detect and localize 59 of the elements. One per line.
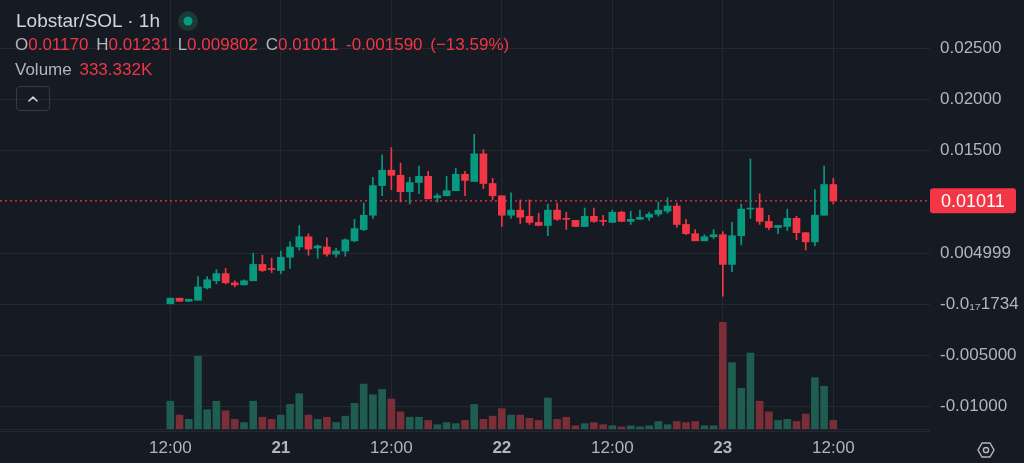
bar — [323, 416, 331, 429]
x-tick-label: 12:00 — [149, 437, 192, 457]
bar — [544, 397, 552, 429]
bar — [387, 398, 396, 429]
bar — [516, 414, 525, 429]
y-tick-label: 0.02000 — [940, 89, 1002, 109]
bar — [718, 322, 727, 429]
text: Lobstar/SOL · 1h — [16, 10, 160, 32]
x-tick-label: 21 — [271, 437, 291, 457]
x-tick-label: 23 — [713, 437, 733, 457]
bar — [230, 419, 239, 429]
bar — [765, 411, 773, 429]
y-tick-label: -0.005000 — [940, 345, 1017, 365]
bar — [654, 421, 663, 429]
bar — [488, 415, 497, 429]
bar — [313, 419, 322, 429]
candlestick — [507, 192, 515, 219]
bar — [755, 400, 764, 429]
bar — [663, 424, 672, 429]
bar — [700, 425, 709, 429]
bar — [461, 420, 469, 429]
bar — [175, 414, 184, 429]
y-tick-label: -0.01000 — [940, 396, 1008, 416]
x-tick-label: 12:00 — [591, 437, 634, 457]
bar — [221, 410, 230, 429]
bar — [258, 416, 267, 429]
y-tick-label: 0.004999 — [940, 242, 1011, 262]
bar — [792, 421, 801, 429]
y-tick-label: 0.02500 — [940, 38, 1002, 58]
y-tick-label: 0.01500 — [940, 140, 1002, 160]
bar — [424, 420, 432, 429]
x-tick-label: 12:00 — [370, 437, 413, 457]
y-tick-label: -0.0₁₇1734 — [940, 294, 1019, 314]
x-tick-label: 22 — [492, 437, 512, 457]
bar — [166, 400, 175, 429]
bar — [442, 422, 451, 429]
bar — [525, 417, 534, 429]
bar — [571, 425, 580, 429]
bar — [350, 402, 359, 429]
bar — [746, 352, 755, 429]
bar — [433, 424, 442, 429]
bar — [829, 420, 838, 429]
bar — [709, 425, 718, 429]
bar — [212, 400, 221, 429]
bar — [801, 413, 810, 429]
text: O0.01170 H0.01231 L0.009802 C0.01011 -0.001590 (−13.59%) — [15, 35, 510, 54]
bar — [470, 404, 479, 429]
bar — [304, 414, 313, 429]
x-tick-label: 12:00 — [812, 437, 855, 457]
bar — [498, 408, 506, 429]
bar — [267, 419, 276, 429]
bar — [479, 419, 488, 429]
annotation: Volume 333.332K — [15, 60, 153, 79]
ref-line-label: 0.01011 — [941, 190, 1005, 211]
bar — [451, 423, 460, 429]
bar — [580, 423, 589, 429]
bar — [507, 414, 515, 429]
bar — [608, 425, 617, 429]
bar — [534, 420, 543, 429]
